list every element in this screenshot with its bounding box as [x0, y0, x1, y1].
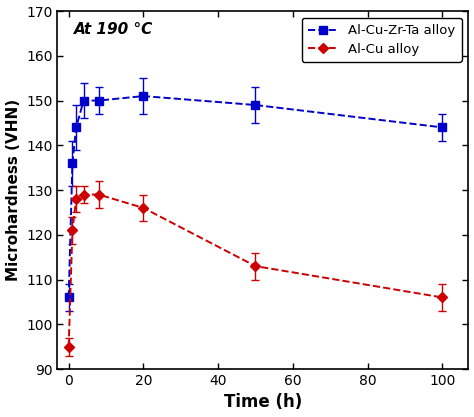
X-axis label: Time (h): Time (h) [224, 394, 302, 412]
Text: At 190 °C: At 190 °C [74, 22, 153, 37]
Y-axis label: Microhardness (VHN): Microhardness (VHN) [6, 99, 20, 281]
Legend: Al-Cu-Zr-Ta alloy, Al-Cu alloy: Al-Cu-Zr-Ta alloy, Al-Cu alloy [302, 18, 462, 62]
